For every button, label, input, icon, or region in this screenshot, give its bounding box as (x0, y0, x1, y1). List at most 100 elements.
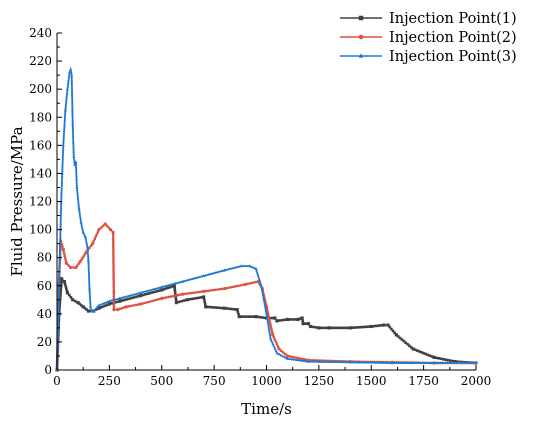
marker-fill (56, 321, 60, 325)
marker-fill (87, 277, 91, 281)
marker-fill (446, 358, 450, 362)
marker-fill (118, 307, 122, 311)
marker-fill (60, 178, 64, 182)
marker-fill (151, 291, 154, 294)
marker-fill (87, 279, 91, 283)
marker-fill (60, 188, 63, 191)
marker-fill (309, 360, 312, 363)
marker-fill (60, 195, 63, 198)
marker-fill (76, 195, 80, 198)
marker-fill (75, 176, 78, 180)
marker-fill (83, 306, 87, 310)
marker-fill (470, 361, 473, 364)
marker-fill (242, 264, 246, 268)
marker-fill (88, 296, 92, 299)
marker-fill (452, 361, 456, 364)
marker-fill (75, 183, 79, 187)
marker-fill (137, 294, 140, 298)
marker-fill (76, 199, 80, 203)
marker-fill (170, 285, 174, 288)
marker-fill (186, 278, 189, 282)
y-tick-label: 80 (37, 251, 52, 265)
marker-fill (225, 286, 229, 290)
marker-fill (283, 318, 287, 322)
data-point (70, 73, 74, 77)
marker-fill (65, 89, 69, 93)
marker-fill (58, 239, 62, 243)
legend-label: Injection Point(2) (389, 30, 517, 46)
marker-fill (355, 326, 359, 329)
marker-fill (89, 302, 92, 306)
marker-fill (111, 235, 115, 239)
marker-fill (71, 127, 75, 130)
marker-fill (357, 360, 361, 364)
marker-fill (71, 120, 74, 123)
marker-fill (59, 215, 63, 218)
marker-fill (228, 267, 231, 271)
marker-fill (61, 153, 65, 156)
data-point (103, 222, 107, 226)
marker-fill (80, 258, 83, 262)
marker-fill (65, 96, 68, 100)
marker-fill (199, 296, 203, 299)
marker-fill (155, 298, 159, 301)
data-point (285, 354, 290, 358)
marker-fill (227, 286, 231, 289)
data-point (348, 326, 352, 330)
marker-fill (408, 361, 412, 364)
marker-fill (61, 169, 64, 173)
marker-fill (410, 361, 414, 364)
marker-fill (454, 361, 458, 364)
data-point (306, 359, 310, 363)
marker-fill (235, 265, 238, 269)
data-point (277, 347, 281, 351)
marker-fill (375, 361, 379, 364)
marker-fill (435, 356, 438, 360)
marker-fill (112, 306, 116, 309)
marker-fill (368, 361, 372, 364)
marker-fill (76, 190, 79, 194)
data-point (296, 317, 300, 322)
marker-fill (267, 326, 271, 329)
x-tick-label: 1000 (251, 374, 282, 388)
marker-fill (158, 289, 161, 292)
marker-fill (393, 361, 396, 364)
marker-fill (304, 322, 308, 325)
marker-fill (105, 224, 109, 228)
marker-fill (112, 273, 115, 276)
data-point (118, 299, 122, 303)
data-point (202, 295, 206, 299)
marker-fill (101, 305, 105, 308)
data-point (71, 122, 75, 126)
marker-fill (416, 349, 419, 352)
data-point (76, 301, 80, 305)
marker-fill (70, 100, 74, 103)
data-point (65, 291, 70, 295)
marker-fill (79, 216, 82, 219)
marker-fill (428, 354, 432, 357)
marker-fill (277, 352, 281, 356)
marker-fill (62, 250, 66, 253)
data-point (79, 220, 83, 224)
marker-fill (458, 360, 462, 364)
marker-fill (177, 300, 181, 304)
marker-fill (167, 295, 171, 299)
marker-fill (236, 310, 240, 314)
marker-fill (59, 293, 62, 297)
marker-fill (173, 289, 177, 292)
marker-fill (85, 242, 89, 245)
marker-fill (437, 356, 441, 360)
marker-fill (270, 339, 274, 343)
marker-fill (70, 84, 74, 88)
marker-fill (169, 283, 173, 286)
marker-fill (408, 344, 411, 348)
marker-fill (58, 259, 62, 263)
marker-fill (123, 298, 126, 302)
marker-fill (107, 226, 110, 230)
marker-fill (71, 111, 74, 115)
marker-fill (232, 266, 236, 269)
marker-fill (60, 185, 64, 189)
marker-fill (167, 283, 171, 287)
marker-fill (413, 348, 417, 352)
data-point (124, 305, 128, 309)
